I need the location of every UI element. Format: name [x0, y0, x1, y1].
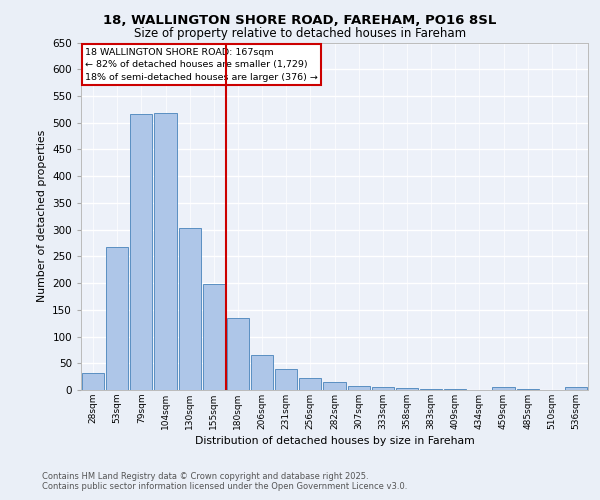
- Text: 18, WALLINGTON SHORE ROAD, FAREHAM, PO16 8SL: 18, WALLINGTON SHORE ROAD, FAREHAM, PO16…: [103, 14, 497, 27]
- Bar: [82, 373, 104, 390]
- Bar: [371, 388, 394, 390]
- Text: Size of property relative to detached houses in Fareham: Size of property relative to detached ho…: [134, 28, 466, 40]
- Text: Contains public sector information licensed under the Open Government Licence v3: Contains public sector information licen…: [42, 482, 407, 491]
- Bar: [299, 378, 322, 390]
- Bar: [275, 368, 298, 390]
- Bar: [251, 354, 273, 390]
- Text: Contains HM Land Registry data © Crown copyright and database right 2025.: Contains HM Land Registry data © Crown c…: [42, 472, 368, 481]
- Text: 18 WALLINGTON SHORE ROAD: 167sqm
← 82% of detached houses are smaller (1,729)
18: 18 WALLINGTON SHORE ROAD: 167sqm ← 82% o…: [85, 48, 318, 82]
- Bar: [420, 389, 442, 390]
- Bar: [396, 388, 418, 390]
- Bar: [130, 114, 152, 390]
- Bar: [203, 284, 225, 390]
- Y-axis label: Number of detached properties: Number of detached properties: [37, 130, 47, 302]
- Bar: [106, 248, 128, 390]
- Bar: [565, 388, 587, 390]
- Bar: [323, 382, 346, 390]
- Bar: [179, 228, 201, 390]
- Bar: [227, 318, 249, 390]
- Bar: [347, 386, 370, 390]
- X-axis label: Distribution of detached houses by size in Fareham: Distribution of detached houses by size …: [194, 436, 475, 446]
- Bar: [154, 112, 176, 390]
- Bar: [493, 388, 515, 390]
